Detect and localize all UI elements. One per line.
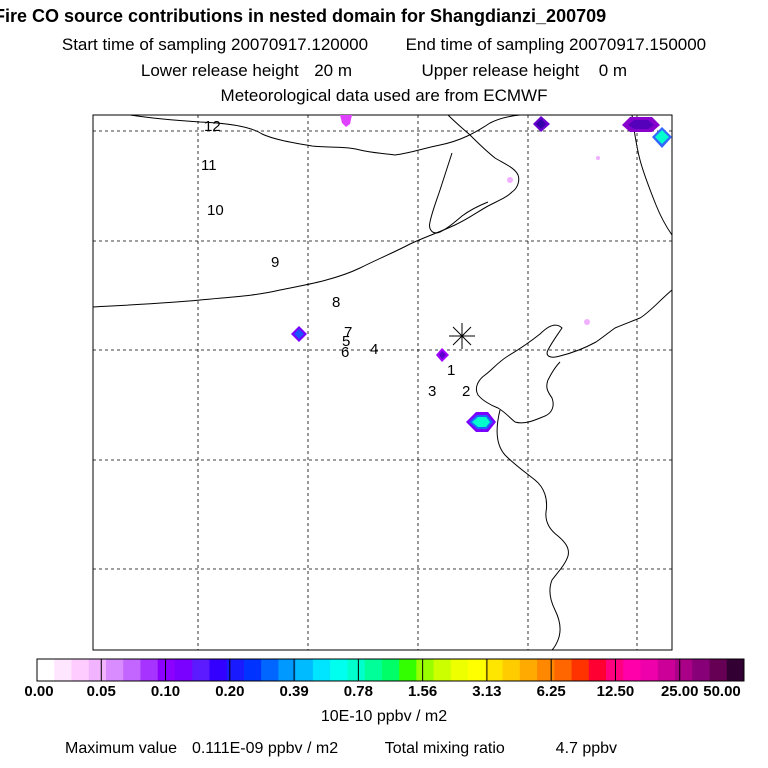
max-value-label: Maximum value [65, 740, 178, 757]
plot-title: Fire CO source contributions in nested d… [0, 6, 607, 26]
end-time-label: End time of sampling [405, 35, 565, 54]
colorbar-cell [209, 659, 228, 681]
colorbar-cell [399, 659, 417, 681]
receptor-asterisk-icon [449, 323, 475, 349]
colorbar-cell [295, 659, 314, 681]
end-time-value: 20070917.150000 [569, 35, 707, 54]
upper-height-value: 0 m [598, 61, 628, 80]
trajectory-label-6: 6 [341, 344, 350, 361]
colorbar-cell [640, 659, 659, 681]
colorbar-cell [657, 659, 676, 681]
colorbar-cell [157, 659, 176, 681]
colorbar-cell [416, 659, 435, 681]
total-mixing-label: Total mixing ratio [384, 740, 505, 757]
colorbar-tick-label: 1.56 [408, 683, 438, 700]
colorbar-cell [278, 659, 297, 681]
colorbar-cell [675, 659, 693, 681]
coastlines [92, 114, 673, 651]
colorbar-cell [312, 659, 331, 681]
trajectory-label-12: 12 [204, 118, 221, 135]
total-mixing-value: 4.7 ppbv [555, 740, 618, 757]
trajectory-label-1: 1 [447, 362, 456, 379]
colorbar-cell [88, 659, 107, 681]
colorbar-cell [243, 659, 262, 681]
trajectory-label-9: 9 [271, 254, 280, 271]
colorbar-cell [54, 659, 72, 681]
colorbar-cell [519, 659, 538, 681]
colorbar-tick-label: 0.00 [24, 683, 54, 700]
colorbar-cell [123, 659, 141, 681]
colorbar-cell [140, 659, 159, 681]
colorbar-tick-label: 6.25 [536, 683, 566, 700]
sampling-times: Start time of sampling 20070917.120000 E… [0, 35, 768, 55]
colorbar-units: 10E-10 ppbv / m2 [320, 708, 448, 725]
colorbar-cell [347, 659, 366, 681]
colorbar-tick-label: 12.50 [596, 683, 635, 700]
trajectory-label-7: 7 [344, 324, 353, 341]
start-time-value: 20070917.120000 [231, 35, 369, 54]
colorbar-cell [364, 659, 383, 681]
colorbar-tick-label: 0.05 [86, 683, 116, 700]
colorbar-cell [330, 659, 348, 681]
upper-height-label: Upper release height [421, 61, 580, 80]
colorbar-cell [433, 659, 452, 681]
colorbar-cell [726, 659, 745, 681]
max-value: 0.111E-09 ppbv / m2 [191, 740, 339, 757]
colorbar-cell [554, 659, 572, 681]
colorbar-cell [174, 659, 193, 681]
colorbar-cell [71, 659, 90, 681]
colorbar-cell [623, 659, 641, 681]
colorbar-cell [502, 659, 521, 681]
lower-height-label: Lower release height [140, 61, 299, 80]
trajectory-label-2: 2 [462, 383, 471, 400]
colorbar-cell [571, 659, 590, 681]
colorbar-cell [226, 659, 245, 681]
colorbar-cell [692, 659, 710, 681]
colorbar-tick-label: 0.20 [215, 683, 245, 700]
colorbar-cell [606, 659, 624, 681]
colorbar-frame [36, 658, 745, 682]
met-data-note: Meteorological data used are from ECMWF [220, 86, 548, 105]
contribution-plumes [291, 115, 672, 432]
colorbar-tick-label: 0.78 [343, 683, 373, 700]
grid-lines [93, 115, 672, 650]
colorbar-cell [105, 659, 124, 681]
trajectory-label-8: 8 [332, 294, 341, 311]
colorbar-tick-label: 50.00 [703, 683, 741, 700]
colorbar-cell [381, 659, 400, 681]
trajectory-label-11: 11 [201, 157, 217, 174]
colorbar-cell [588, 659, 607, 681]
colorbar-tick-label: 3.13 [472, 683, 502, 700]
colorbar-cells [37, 659, 745, 681]
colorbar-cell [261, 659, 279, 681]
trajectory-label-3: 3 [428, 383, 437, 400]
map-frame [92, 114, 673, 651]
colorbar-cell [192, 659, 210, 681]
summary-footer: Maximum value 0.111E-09 ppbv / m2 Total … [65, 740, 617, 758]
colorbar-tick-label: 25.00 [660, 683, 699, 700]
colorbar-cell [450, 659, 469, 681]
colorbar-cell [468, 659, 486, 681]
trajectory-label-4: 4 [370, 341, 379, 358]
colorbar-tick-label: 0.39 [279, 683, 309, 700]
lower-height-value: 20 m [314, 61, 352, 80]
colorbar-cell [37, 659, 55, 681]
release-heights: Lower release height 20 m Upper release … [0, 61, 768, 81]
trajectory-label-5: 5 [342, 333, 351, 350]
start-time-label: Start time of sampling [61, 35, 227, 54]
trajectory-label-10: 10 [207, 202, 224, 219]
colorbar-cell [485, 659, 503, 681]
colorbar-tick-label: 0.10 [150, 683, 181, 700]
colorbar-cell [537, 659, 555, 681]
plume-top-left [340, 115, 352, 127]
colorbar-cell [709, 659, 728, 681]
